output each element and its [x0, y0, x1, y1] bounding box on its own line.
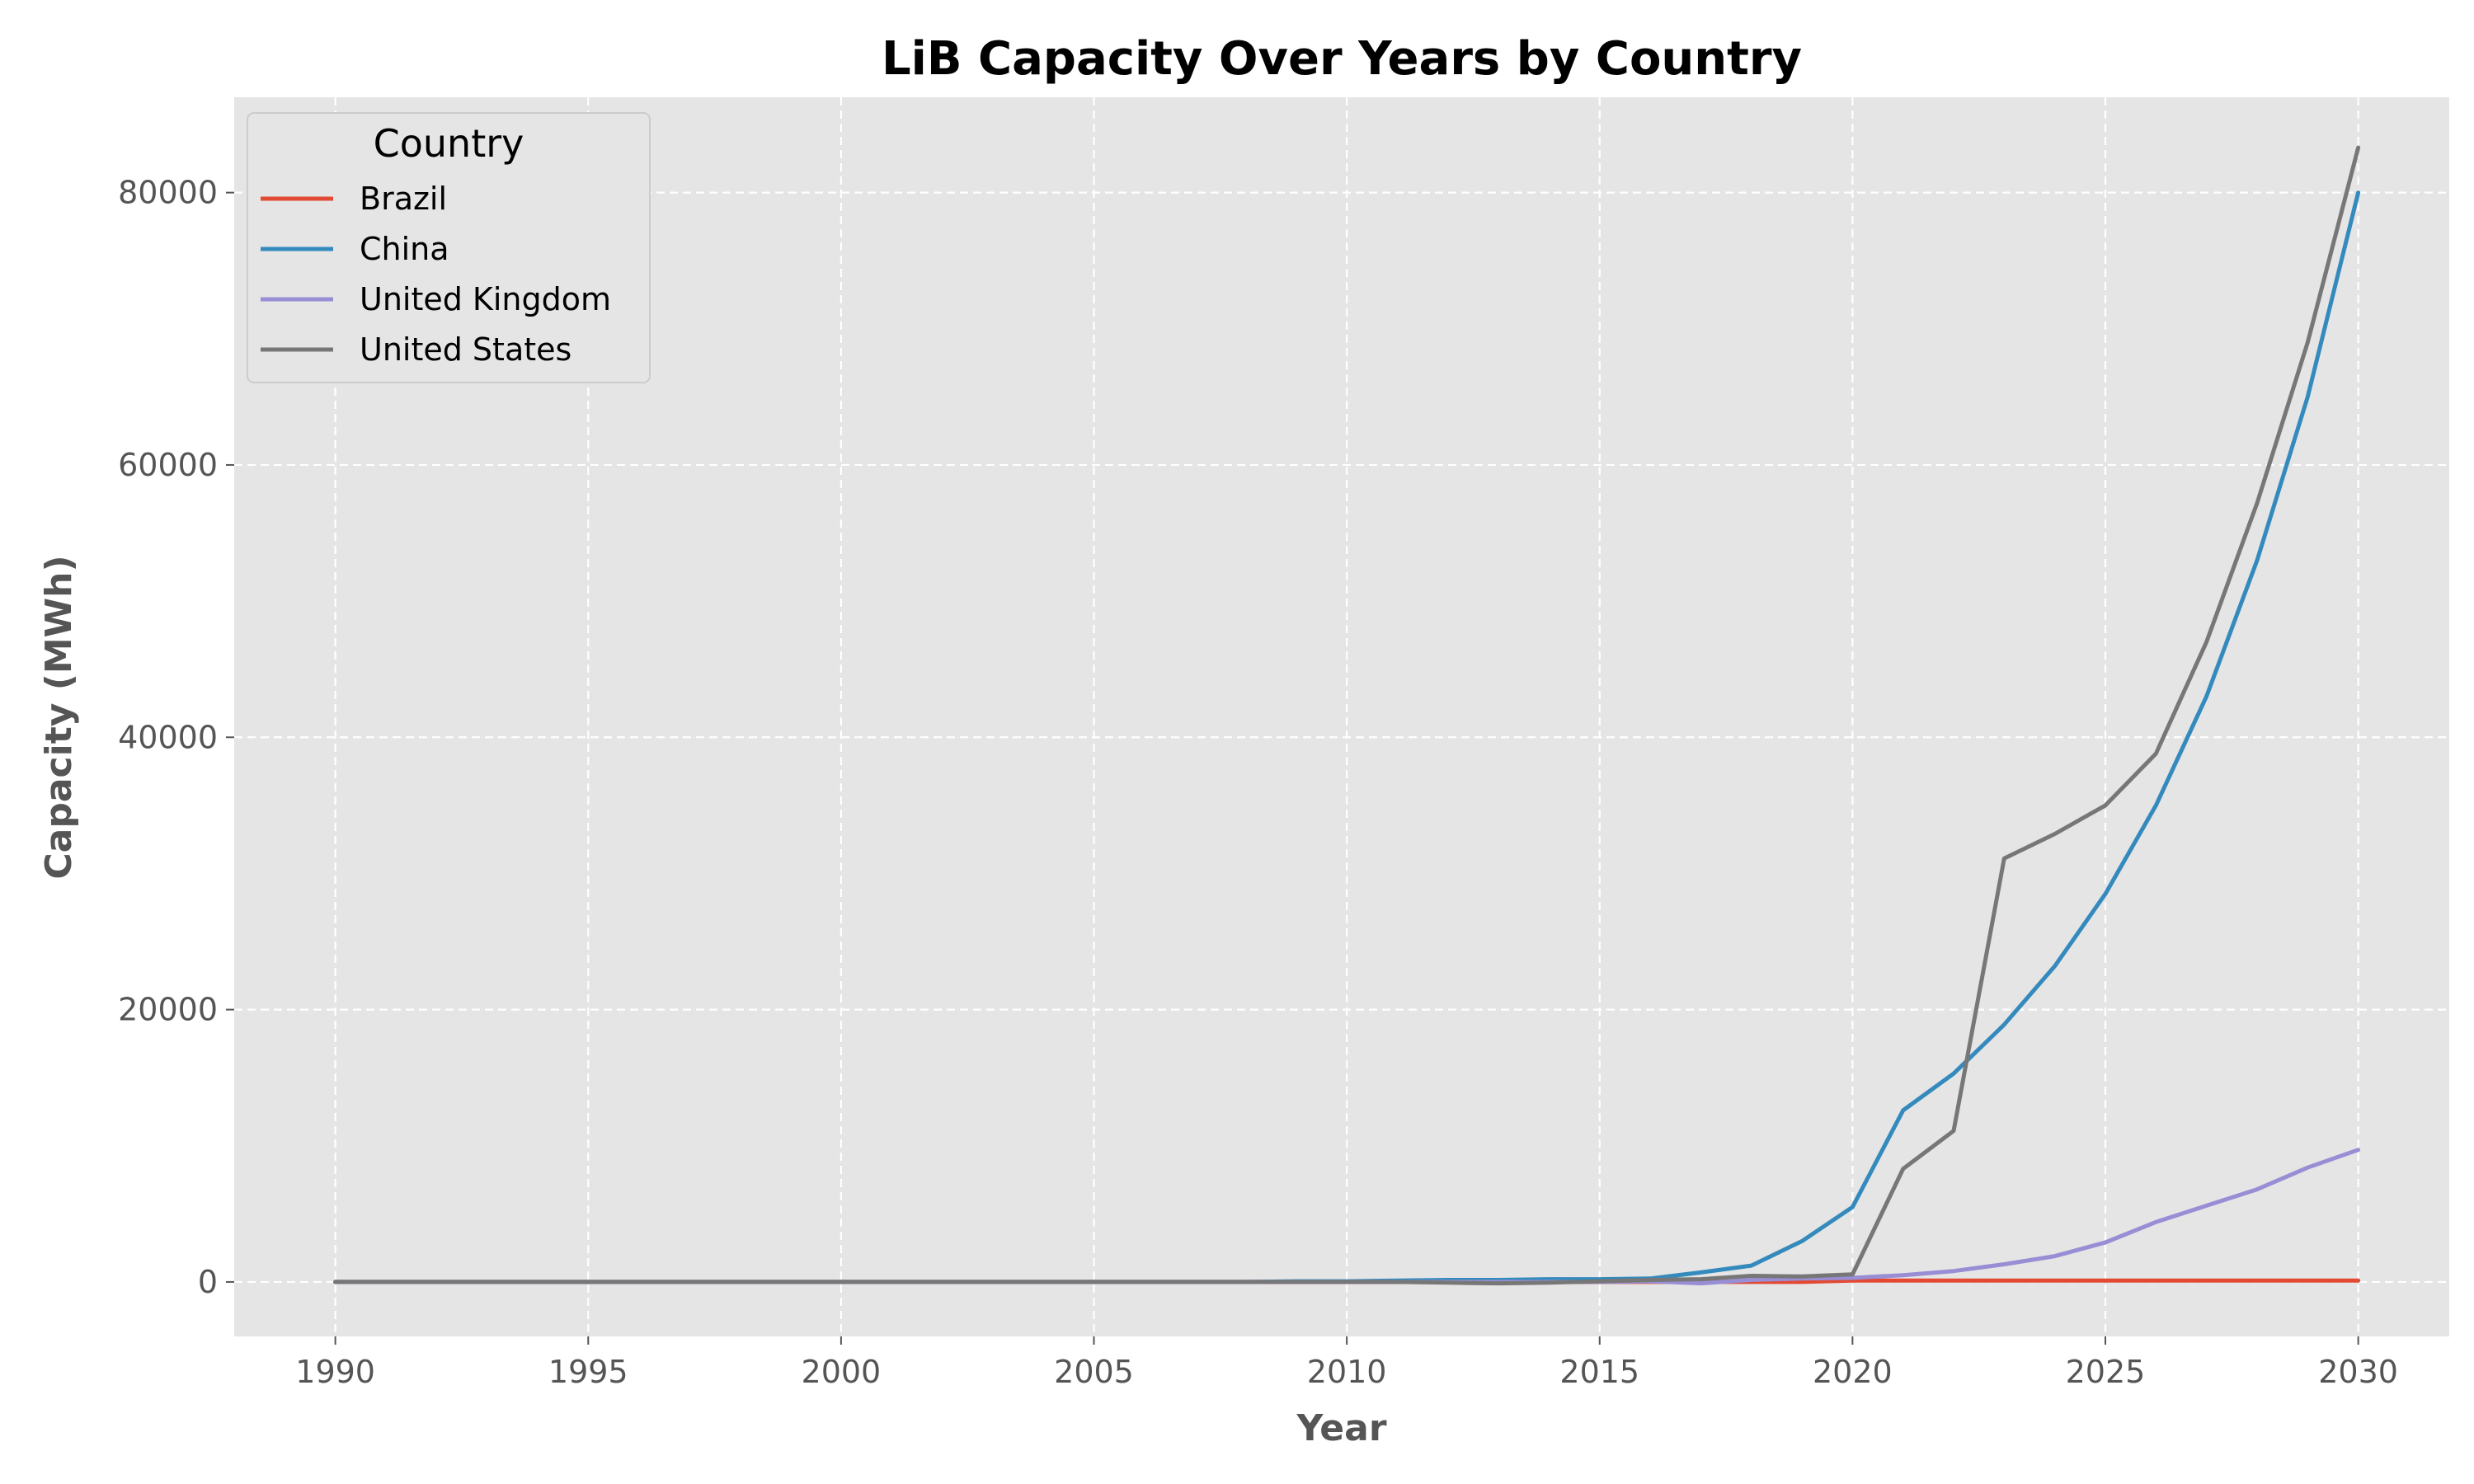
legend-label-united-states: United States: [360, 331, 571, 368]
x-tick-label: 2000: [802, 1354, 882, 1390]
legend-label-china: China: [360, 231, 449, 267]
x-tick-label: 2025: [2066, 1354, 2146, 1390]
x-tick-label: 2020: [1813, 1354, 1893, 1390]
x-axis-ticks: 1990 1995 2000 2005 2010 2015 2020 2025 2030: [295, 1336, 2398, 1390]
data-series: [333, 145, 2361, 1286]
x-axis-label: Year: [1296, 1407, 1386, 1449]
x-tick-label: 2005: [1054, 1354, 1134, 1390]
series-line-united-states: [333, 145, 2361, 1286]
grid-lines: [234, 97, 2449, 1336]
x-tick-label: 2010: [1307, 1354, 1387, 1390]
x-tick-label: 1995: [548, 1354, 628, 1390]
legend-label-united-kingdom: United Kingdom: [360, 281, 611, 317]
y-tick-label: 60000: [118, 447, 218, 483]
chart-title: LiB Capacity Over Years by Country: [882, 32, 1802, 86]
y-tick-label: 0: [198, 1264, 218, 1300]
legend-title: Country: [374, 121, 524, 166]
x-tick-label: 2015: [1559, 1354, 1639, 1390]
legend: Country Brazil China United Kingdom United …: [247, 112, 651, 383]
legend-box: [247, 112, 651, 383]
y-tick-label: 80000: [118, 175, 218, 211]
y-axis-label: Capacity (MWh): [38, 555, 80, 879]
y-tick-label: 20000: [118, 992, 218, 1028]
legend-entries: Brazil China United Kingdom United States: [261, 181, 611, 368]
y-axis-ticks: 0 20000 40000 60000 80000: [118, 175, 234, 1300]
x-tick-label: 1990: [295, 1354, 375, 1390]
legend-label-brazil: Brazil: [360, 181, 447, 217]
y-tick-label: 40000: [118, 719, 218, 755]
x-tick-label: 2030: [2318, 1354, 2398, 1390]
